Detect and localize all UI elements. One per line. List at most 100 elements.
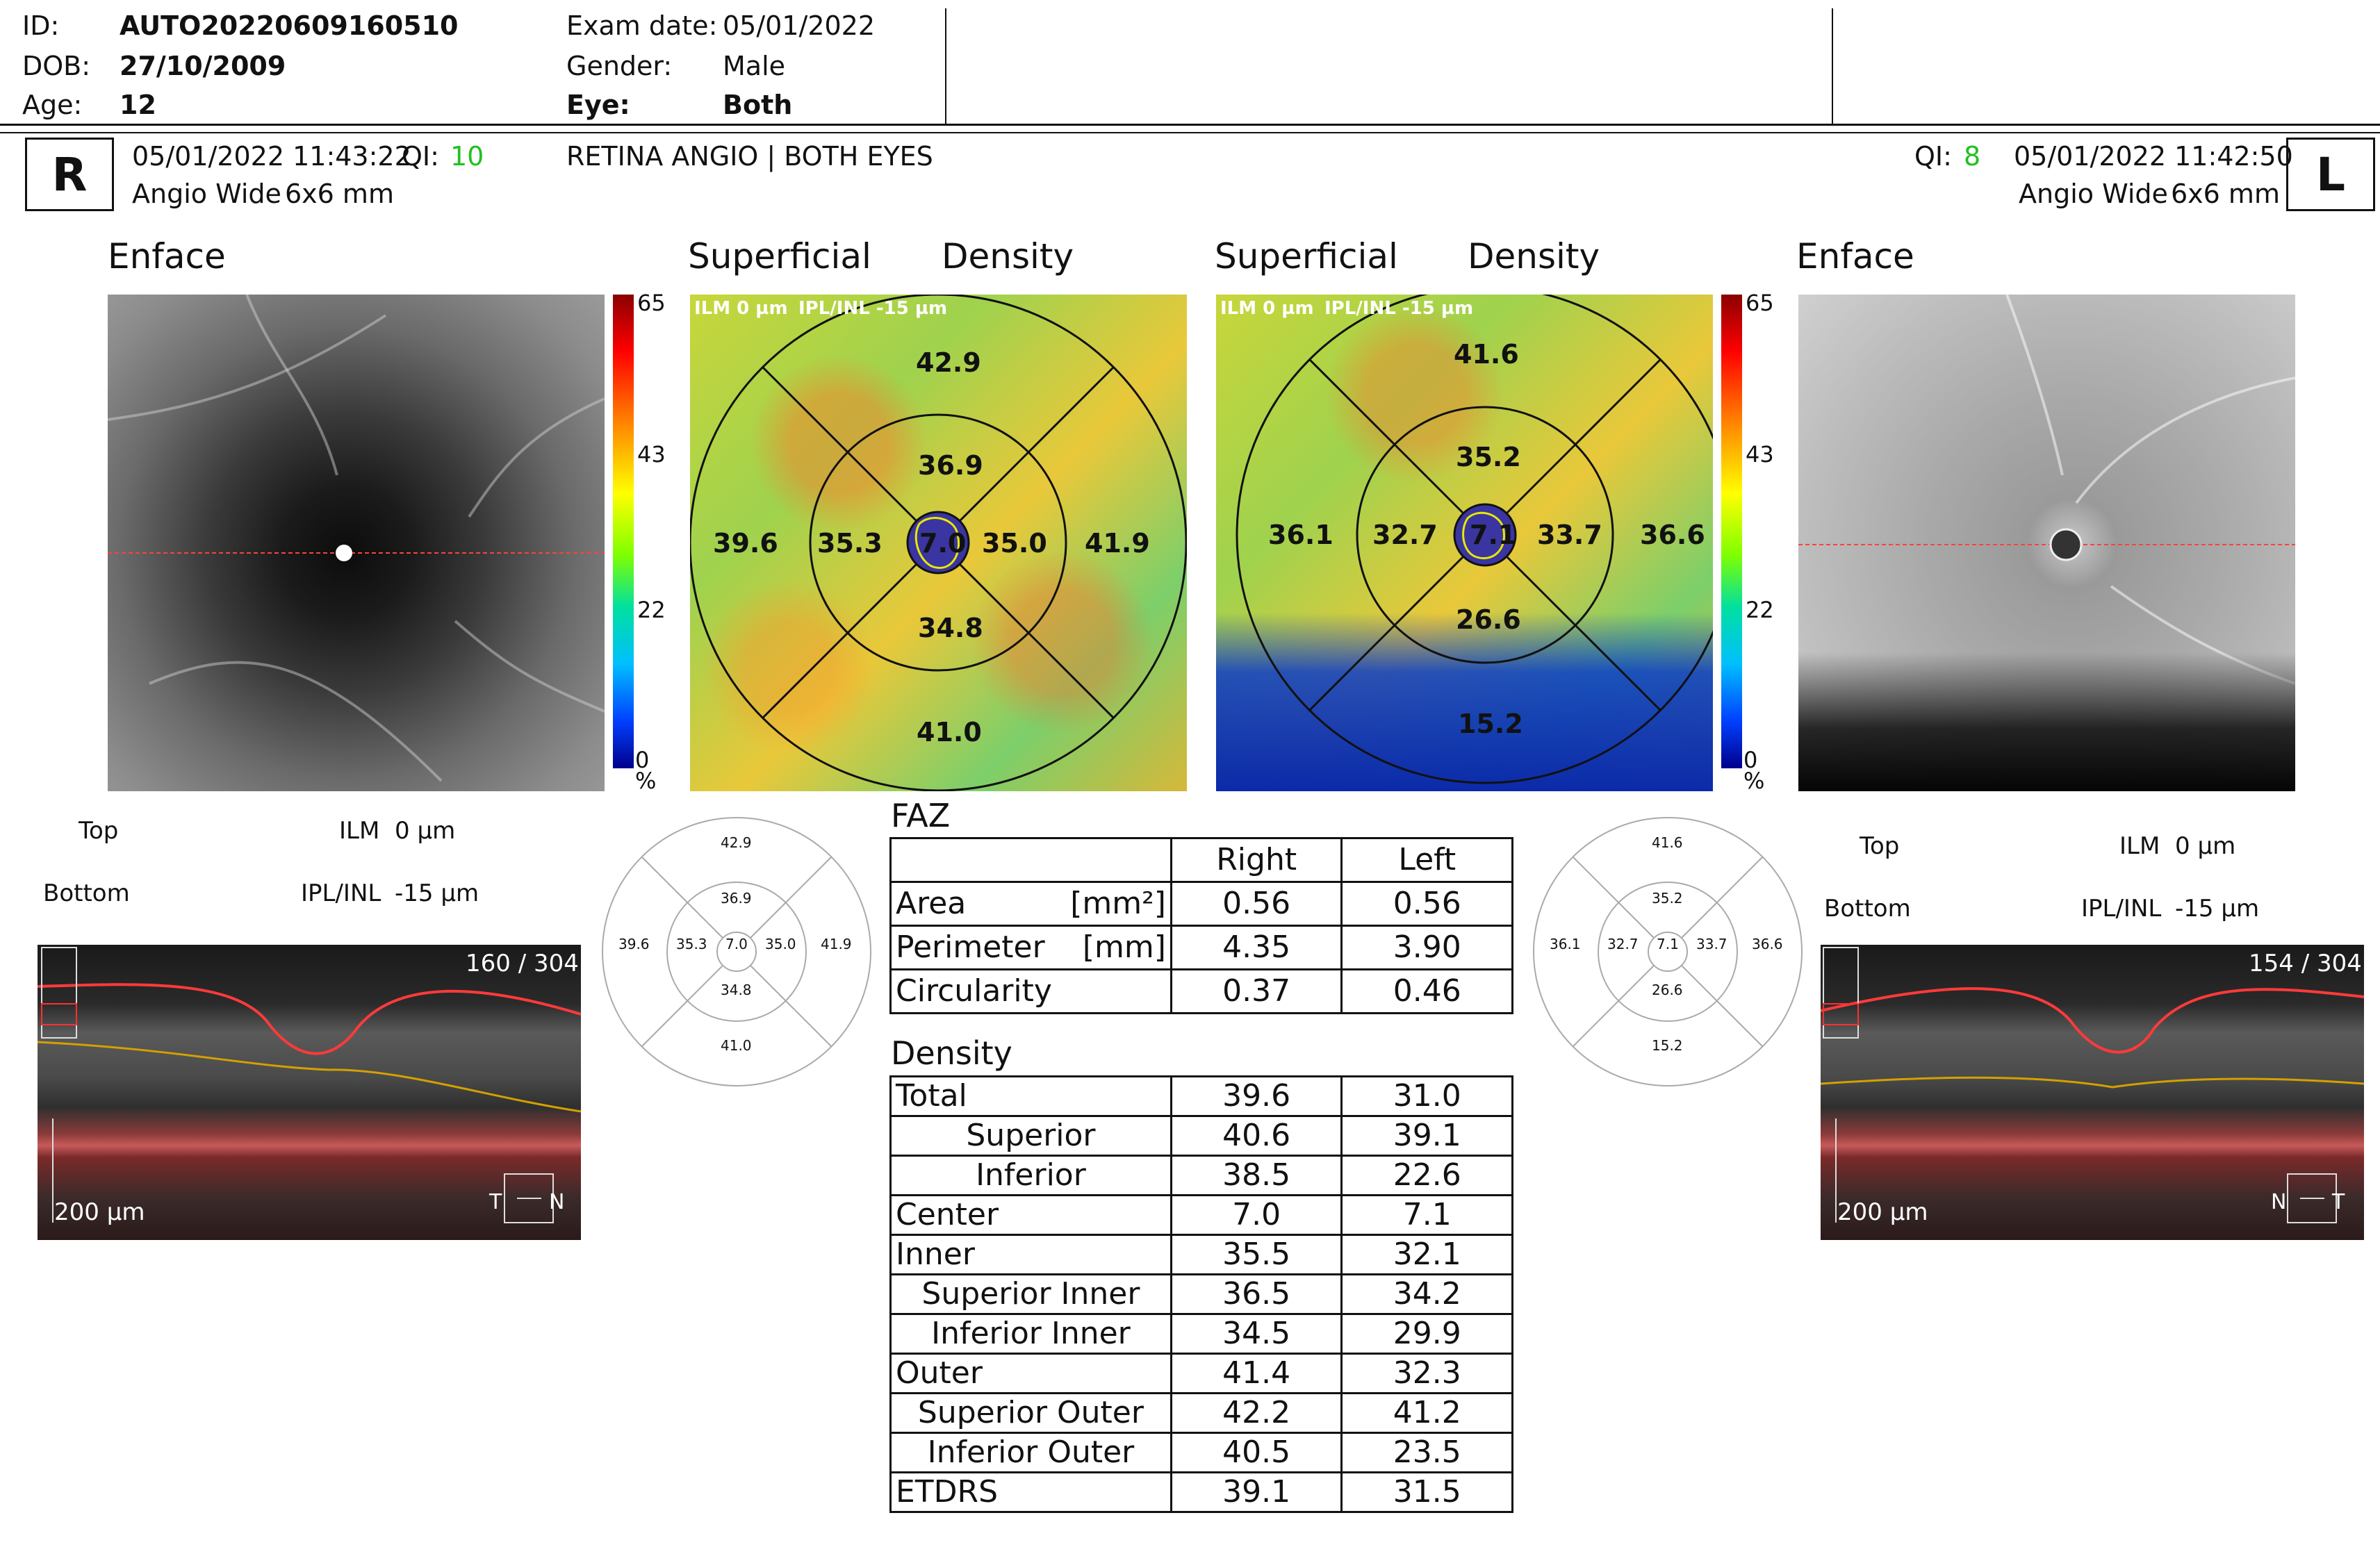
left-eye-letter: L: [2315, 147, 2346, 201]
density-right: 39.1: [1170, 1471, 1343, 1513]
right-colorbar-min: 0: [635, 747, 650, 773]
exam-date-value: 05/01/2022: [723, 10, 876, 41]
right-top-label: Top: [79, 817, 119, 845]
faz-area-left: 0.56: [1340, 881, 1513, 927]
left-bscan-scale: 200 µm: [1837, 1198, 1928, 1226]
left-colorbar-min: 0: [1743, 747, 1758, 773]
right-colorbar-unit: %: [635, 768, 657, 794]
left-bscan-image: 154 / 304 200 µm N T: [1821, 945, 2364, 1240]
right-bscan-orient-right: N: [549, 1190, 565, 1214]
left-etdrs-center: 7.1: [1657, 936, 1679, 952]
density-row: Total 39.6 31.0: [889, 1075, 1513, 1117]
right-bscan-orient-left: T: [489, 1190, 502, 1214]
left-colorbar-unit: %: [1743, 768, 1765, 794]
density-left: 32.1: [1340, 1234, 1513, 1275]
eye-value: Both: [723, 90, 793, 120]
density-right: 7.0: [1170, 1194, 1343, 1236]
faz-header-left: Left: [1340, 837, 1513, 883]
density-left: 41.2: [1340, 1392, 1513, 1434]
faz-area-right: 0.56: [1170, 881, 1343, 927]
density-left: 23.5: [1340, 1432, 1513, 1473]
density-label: Inferior Inner: [889, 1313, 1172, 1355]
right-colorbar: [613, 295, 634, 768]
left-etdrs-so: 41.6: [1652, 834, 1683, 851]
left-top-layer: ILM: [2119, 832, 2160, 860]
left-etdrs-grid: 41.6 35.2 36.1 32.7 7.1 33.7 36.6 26.6 1…: [1532, 816, 1803, 1087]
faz-header-right: Right: [1170, 837, 1343, 883]
density-label: Inner: [889, 1234, 1172, 1275]
density-label: Inferior: [889, 1155, 1172, 1196]
right-etdrs-so: 42.9: [721, 834, 752, 851]
density-label: Superior Outer: [889, 1392, 1172, 1434]
density-label: Superior: [889, 1115, 1172, 1157]
right-etdrs-si: 36.9: [721, 890, 752, 907]
density-left: 22.6: [1340, 1155, 1513, 1196]
left-etdrs-io: 15.2: [1652, 1037, 1683, 1054]
right-bottom-offset: -15 µm: [395, 879, 479, 907]
faz-header-empty: [889, 837, 1172, 883]
faz-area-unit: [mm²]: [1070, 886, 1166, 921]
left-qi-label: QI:: [1914, 141, 1952, 172]
right-etdrs-no: 41.9: [821, 936, 852, 952]
right-scan-size: 6x6 mm: [285, 179, 394, 209]
header-divider-1: [945, 8, 946, 124]
density-left: 39.1: [1340, 1115, 1513, 1157]
right-nasal-outer-value: 41.9: [1085, 528, 1150, 559]
right-qi-value: 10: [450, 141, 484, 172]
density-left: 31.0: [1340, 1075, 1513, 1117]
right-map-overlay-ilm: ILM 0 µm: [694, 298, 788, 319]
left-eye-box: L: [2286, 138, 2375, 211]
density-right: 35.5: [1170, 1234, 1343, 1275]
left-inferior-inner-value: 26.6: [1456, 604, 1521, 635]
right-etdrs-ti: 35.3: [676, 936, 707, 952]
left-etdrs-si: 35.2: [1652, 890, 1683, 907]
right-datetime: 05/01/2022 11:43:22: [132, 141, 411, 172]
density-right: 42.2: [1170, 1392, 1343, 1434]
right-bscan-scale: 200 µm: [54, 1198, 145, 1226]
density-label: Center: [889, 1194, 1172, 1236]
density-right: 40.6: [1170, 1115, 1343, 1157]
right-top-offset: 0 µm: [395, 817, 456, 845]
right-colorbar-low: 22: [637, 597, 666, 623]
id-value: AUTO20220609160510: [120, 10, 459, 41]
right-temporal-inner-value: 35.3: [817, 528, 883, 559]
left-nasal-outer-value: 36.6: [1640, 520, 1705, 550]
density-table: Total 39.6 31.0 Superior 40.6 39.1 Inferior 3…: [889, 1075, 1513, 1513]
faz-perimeter-unit: [mm]: [1082, 929, 1166, 965]
density-row: Outer 41.4 32.3: [889, 1353, 1513, 1394]
left-protocol: Angio Wide: [2019, 179, 2168, 209]
density-right: 34.5: [1170, 1313, 1343, 1355]
density-label: Total: [889, 1075, 1172, 1117]
right-bscan-counter: 160 / 304: [466, 950, 579, 977]
density-right: 41.4: [1170, 1353, 1343, 1394]
density-label: Superior Inner: [889, 1273, 1172, 1315]
left-bottom-offset: -15 µm: [2175, 895, 2260, 923]
density-label: ETDRS: [889, 1471, 1172, 1513]
faz-table: Right Left Area [mm²] 0.56 0.56 Perimeter…: [889, 837, 1513, 1014]
left-map-overlay-ilm: ILM 0 µm: [1220, 298, 1314, 319]
right-etdrs-ii: 34.8: [721, 982, 752, 998]
density-right: 39.6: [1170, 1075, 1343, 1117]
right-bottom-label: Bottom: [43, 879, 130, 907]
left-superior-inner-value: 35.2: [1456, 442, 1521, 472]
left-enface-title: Enface: [1796, 236, 1914, 276]
right-nasal-inner-value: 35.0: [982, 528, 1047, 559]
right-etdrs-io: 41.0: [721, 1037, 752, 1054]
faz-title: FAZ: [891, 797, 951, 834]
density-right: 36.5: [1170, 1273, 1343, 1315]
header-rule: [0, 124, 2380, 126]
density-label: Inferior Outer: [889, 1432, 1172, 1473]
left-colorbar-mid: 43: [1746, 441, 1774, 468]
right-etdrs-to: 39.6: [618, 936, 650, 952]
faz-perimeter-left: 3.90: [1340, 925, 1513, 970]
right-superior-outer-value: 42.9: [916, 347, 981, 378]
left-temporal-inner-value: 32.7: [1372, 520, 1438, 550]
left-colorbar: [1721, 295, 1742, 768]
density-row: Inferior 38.5 22.6: [889, 1155, 1513, 1196]
left-density-map: ILM 0 µm IPL/INL -15 µm 41.6 35.2 36.1 3…: [1216, 295, 1713, 791]
right-qi-label: QI:: [402, 141, 439, 172]
age-label: Age:: [22, 90, 83, 120]
density-row: Center 7.0 7.1: [889, 1194, 1513, 1236]
left-etdrs-ni: 33.7: [1696, 936, 1727, 952]
density-row: Inferior Outer 40.5 23.5: [889, 1432, 1513, 1473]
